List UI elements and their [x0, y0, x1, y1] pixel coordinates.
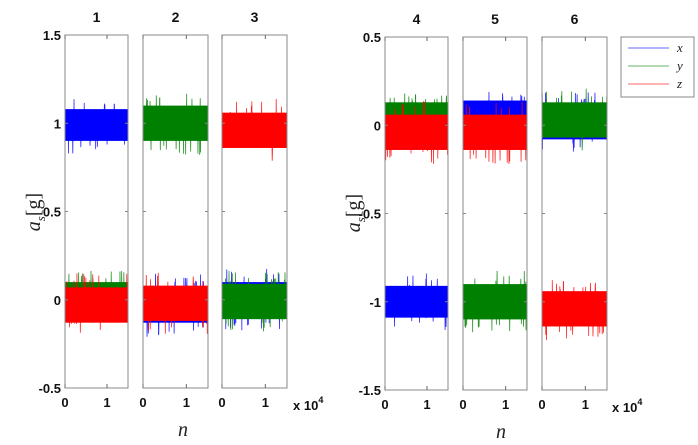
- legend-label-z: z: [676, 76, 682, 91]
- x-tick-label: 1: [502, 397, 509, 412]
- panel-5: 0 1 5: [459, 11, 528, 412]
- y-tick-label: -0.5: [359, 207, 381, 222]
- plot-area: 0 110 120 13-0.500.511.5as[g]nx 104 0 140 150 1…: [23, 9, 642, 443]
- x-tick-label: 0: [139, 395, 146, 410]
- axes-frame: [384, 36, 449, 391]
- y-axis-label: as[g]: [23, 193, 48, 231]
- series-y-line: [222, 270, 287, 332]
- axes-group-1: 0 110 120 13-0.500.511.5as[g]nx 104: [23, 9, 323, 441]
- panel-title: 3: [251, 9, 259, 25]
- axes-frame: [541, 36, 608, 391]
- panel-2: 0 1 2: [139, 9, 209, 410]
- series-z-line: [463, 101, 527, 164]
- axes-frame: [64, 34, 129, 389]
- y-tick-label: -0.5: [39, 381, 61, 396]
- x-axis-multiplier: x 104: [293, 395, 323, 413]
- series-x-line: [385, 273, 448, 331]
- x-tick-label: 0: [61, 395, 68, 410]
- series-z-line: [222, 98, 287, 161]
- x-tick-label: 0: [459, 397, 466, 412]
- x-axis-label: n: [178, 419, 188, 441]
- y-tick-label: 0: [54, 293, 61, 308]
- panel-6: 0 1 6: [538, 11, 608, 412]
- series-z-line: [385, 101, 448, 164]
- x-tick-label: 0: [538, 397, 545, 412]
- axes-group-2: 0 1 4 0 1 5 0 1 6 -1.5 -1 -0.5 0 0.5 as[g] n x 104: [343, 11, 642, 443]
- panel-1: 0 1 1: [61, 9, 129, 410]
- series-x-line: [65, 99, 128, 154]
- y-tick-label: -1.5: [359, 383, 381, 398]
- series-y-line: [463, 270, 527, 333]
- panel-title: 4: [413, 11, 421, 27]
- y-tick-label: 0: [374, 118, 381, 133]
- legend-label-y: y: [675, 58, 683, 73]
- x-tick-label: 1: [183, 395, 190, 410]
- y-tick-label: 1: [54, 116, 61, 131]
- series-y-line: [143, 93, 208, 155]
- x-axis-multiplier: x 104: [612, 397, 642, 415]
- panel-3: 0 1 3: [218, 9, 288, 410]
- x-tick-label: 0: [381, 397, 388, 412]
- y-tick-label: 0.5: [43, 205, 61, 220]
- panel-4: 0 1 4: [381, 11, 449, 412]
- x-tick-label: 1: [103, 395, 110, 410]
- y-tick-label: -1: [369, 295, 381, 310]
- y-tick-label: 1.5: [43, 28, 61, 43]
- axes-frame: [221, 34, 288, 389]
- series-z-line: [143, 272, 208, 335]
- y-tick-label: 0.5: [363, 30, 381, 45]
- x-tick-label: 0: [218, 395, 225, 410]
- series-z-line: [542, 280, 607, 341]
- y-axis-label: as[g]: [343, 194, 368, 232]
- legend: xyz: [620, 36, 695, 98]
- panel-title: 5: [491, 11, 499, 27]
- panel-title: 6: [571, 11, 579, 27]
- x-axis-label: n: [496, 421, 506, 443]
- x-tick-label: 1: [423, 397, 430, 412]
- series-z-line: [65, 273, 128, 337]
- series-y-line: [542, 88, 607, 151]
- panel-title: 2: [172, 9, 180, 25]
- axes-frame: [462, 36, 528, 391]
- legend-label-x: x: [676, 40, 683, 55]
- panel-title: 1: [93, 9, 101, 25]
- x-tick-label: 1: [582, 397, 589, 412]
- legend-box: [620, 36, 695, 98]
- x-tick-label: 1: [262, 395, 269, 410]
- axes-frame: [142, 34, 209, 389]
